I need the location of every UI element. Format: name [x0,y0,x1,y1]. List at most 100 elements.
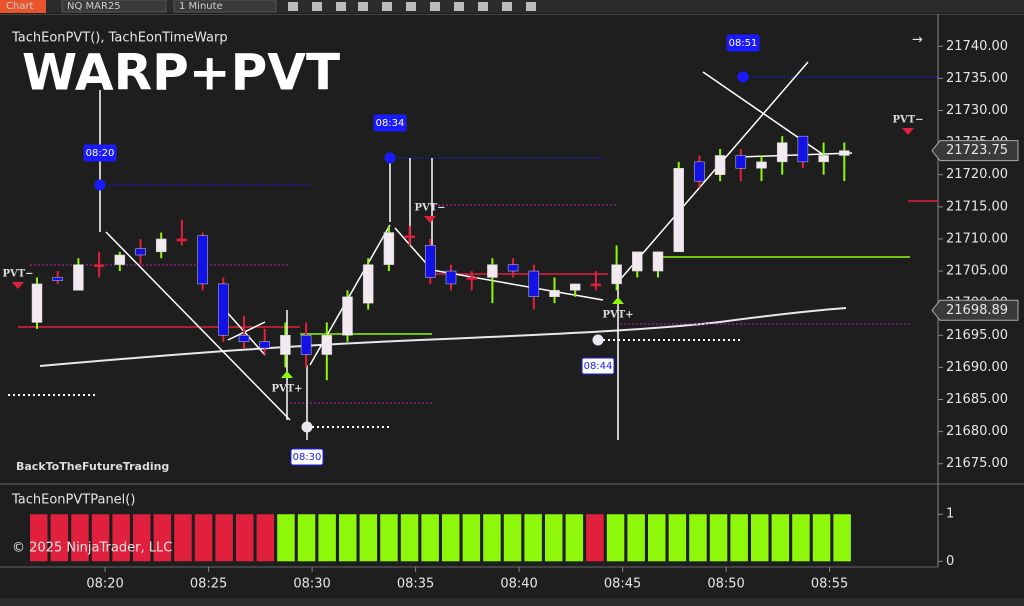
y-tick-label: 21710.00 [946,231,1008,246]
panel-bar [730,514,748,562]
candle-body [569,283,581,291]
panel-bar [215,514,233,562]
candle-body [549,290,560,297]
time-marker-dot [301,421,313,433]
candle-body [176,238,188,242]
panel-bar [627,514,645,562]
price-flag [931,140,1019,162]
panel-tick-label: 0 [946,554,954,569]
candle-body [694,161,705,182]
y-tick-label: 21680.00 [946,424,1008,439]
panel-bar [503,514,522,562]
panel-bar [586,514,604,562]
candle-body [135,248,146,256]
candle-body [300,335,312,355]
time-marker-box [290,448,324,466]
candle-body [797,135,809,163]
time-marker-dot [737,71,749,83]
candle-body [52,277,63,281]
panel-bar [380,514,398,562]
chart-tab[interactable] [0,0,46,13]
panel-bar [91,514,110,562]
panel-bar [524,514,542,562]
pvt-arrow [281,371,293,378]
price-flag-label: 21698.89 [946,303,1008,318]
panel-bar [359,514,378,562]
panel-bar [30,514,48,562]
candle-body [93,264,105,267]
panel-label: TachEonPVTPanel() [11,493,135,508]
panel-bar [668,514,687,562]
time-marker-label: 08:44 [584,361,613,372]
panel-bar [771,514,790,562]
candle-body [404,235,415,238]
candle-body [714,155,726,175]
candle-body [611,264,622,285]
panel-bar [792,514,810,562]
panel-bar [812,514,831,562]
x-tick-label: 08:45 [604,577,641,592]
panel-bar [421,514,439,562]
candle-body [362,264,374,304]
candle-body [818,155,829,163]
candle-body [590,283,602,287]
scrollbar[interactable] [0,598,1024,606]
candle-body [238,335,250,342]
y-tick-label: 21715.00 [946,199,1008,214]
panel-bar [709,514,728,562]
panel-bar [545,514,563,562]
watermark: BackToTheFutureTrading [16,460,169,473]
candle-body [342,296,353,336]
interval-select[interactable] [173,0,277,13]
time-marker-label: 08:30 [293,452,322,463]
panel-bar [133,514,151,562]
pvt-label: PVT+ [271,384,302,395]
pvt-arrow [12,282,24,289]
instrument-select[interactable] [61,0,167,13]
y-tick-label: 21675.00 [946,456,1008,471]
y-tick-label: 21740.00 [946,39,1008,54]
candle-body [383,232,395,265]
price-flag-label: 21723.75 [946,143,1008,158]
candle-body [31,283,43,323]
y-tick-label: 21690.00 [946,360,1008,375]
panel-bar [400,514,419,562]
pvt-arrow [902,128,914,135]
panel-bar [565,514,584,562]
candle-body [652,251,664,272]
y-tick-label: 21685.00 [946,392,1008,407]
scroll-arrow[interactable]: → [912,33,923,48]
candle-body [839,150,850,156]
copyright: © 2025 NinjaTrader, LLC [12,541,172,556]
time-marker-box [373,114,407,132]
candle-body [735,155,747,169]
y-tick-label: 21695.00 [946,328,1008,343]
panel-bar [297,514,316,562]
panel-bar [50,514,69,562]
candle-body [466,277,477,280]
time-marker-label: 08:20 [86,148,115,159]
x-tick-label: 08:55 [811,577,848,592]
x-tick-label: 08:25 [190,577,227,592]
pvt-label: PVT− [892,115,923,126]
panel-bar [339,514,357,562]
panel-bar [112,514,130,562]
time-marker-box [726,34,760,52]
panel-bar [236,514,254,562]
candle-body [73,264,84,291]
x-tick-label: 08:50 [707,577,744,592]
decor-lines [8,61,938,440]
panel-bar [689,514,707,562]
x-tick-label: 08:20 [86,577,123,592]
pvt-label: PVT− [2,269,33,280]
panel-bar [606,514,625,562]
toolbar-icons[interactable] [288,2,536,11]
interval-label[interactable]: 1 Minute [179,1,223,12]
panel-bar [318,514,336,562]
chart-tab-label[interactable]: Chart [6,1,34,12]
y-tick-label: 21705.00 [946,264,1008,279]
instrument-label[interactable]: NQ MAR25 [67,1,121,12]
panel-bar [648,514,666,562]
pvt-arrow [612,297,624,304]
